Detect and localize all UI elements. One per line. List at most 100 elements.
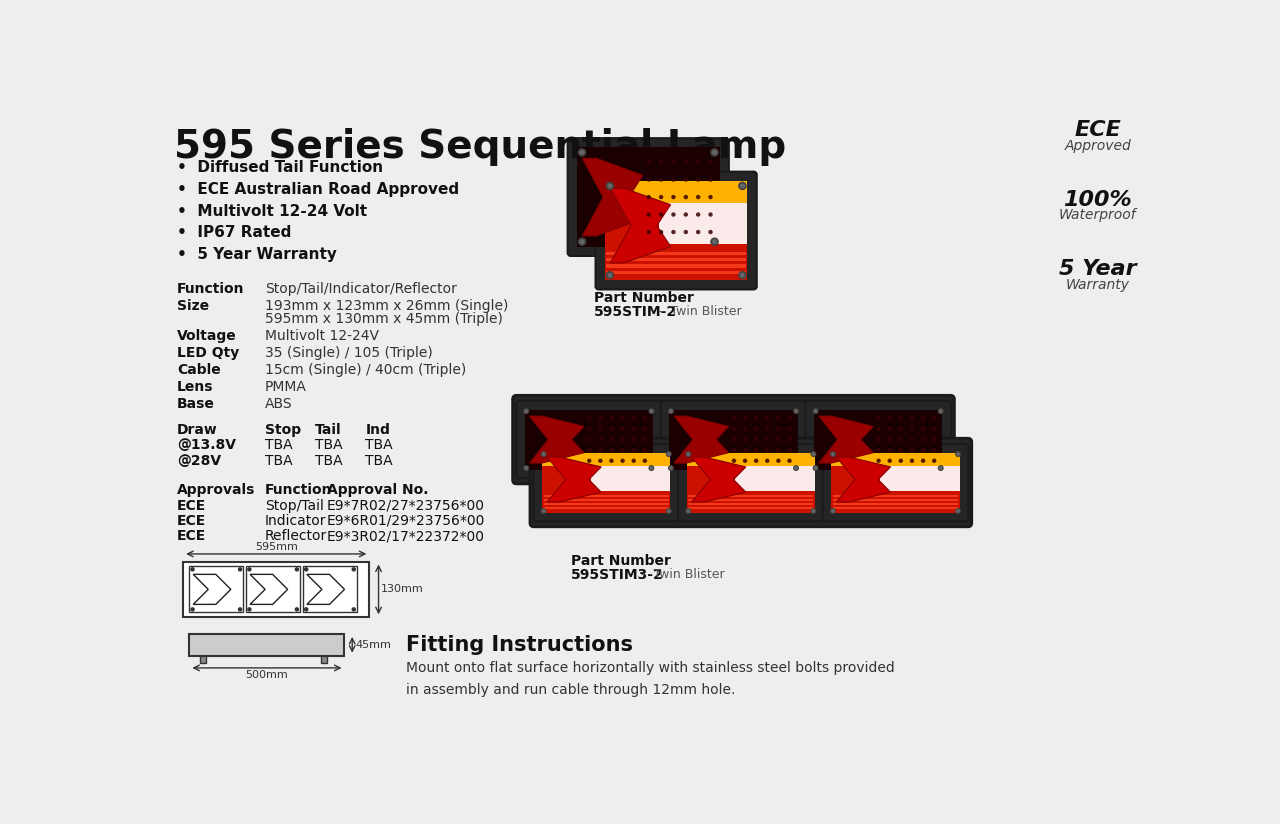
Text: Approvals: Approvals [177, 483, 256, 497]
Circle shape [580, 151, 584, 154]
Circle shape [611, 438, 613, 441]
Circle shape [933, 459, 936, 462]
FancyBboxPatch shape [567, 138, 728, 256]
Bar [541, 452, 671, 466]
Circle shape [668, 409, 673, 414]
Bar [303, 566, 357, 612]
Circle shape [305, 608, 307, 611]
Text: 100%: 100% [1064, 190, 1132, 210]
FancyBboxPatch shape [512, 396, 955, 484]
Text: 130mm: 130mm [381, 584, 424, 594]
FancyBboxPatch shape [678, 444, 824, 522]
Bar [189, 566, 243, 612]
Bar [607, 265, 746, 268]
FancyBboxPatch shape [595, 171, 756, 289]
Circle shape [608, 184, 612, 188]
Text: 595 Series Sequential Lamp: 595 Series Sequential Lamp [174, 129, 786, 166]
Bar [544, 503, 668, 505]
Text: Voltage: Voltage [177, 329, 237, 343]
Circle shape [709, 195, 712, 199]
Circle shape [525, 467, 527, 469]
Circle shape [191, 608, 195, 611]
Bar [833, 495, 959, 497]
Bar [736, 466, 815, 491]
Circle shape [579, 238, 585, 246]
Circle shape [957, 453, 959, 455]
Text: •  IP67 Rated: • IP67 Rated [177, 225, 292, 240]
Circle shape [648, 161, 650, 164]
Circle shape [709, 213, 712, 216]
Circle shape [659, 213, 663, 216]
Circle shape [607, 272, 613, 279]
Circle shape [621, 438, 625, 441]
Text: Mount onto flat surface horizontally with stainless steel bolts provided
in asse: Mount onto flat surface horizontally wit… [407, 661, 895, 696]
Circle shape [765, 428, 769, 431]
Circle shape [685, 161, 687, 164]
Circle shape [938, 409, 943, 414]
Circle shape [580, 240, 584, 244]
Circle shape [755, 448, 758, 452]
Polygon shape [547, 457, 602, 502]
Circle shape [667, 508, 671, 513]
Bar [577, 147, 719, 246]
Text: Function: Function [265, 483, 332, 497]
Circle shape [686, 452, 691, 456]
Circle shape [668, 453, 669, 455]
Circle shape [755, 459, 758, 462]
Bar [686, 452, 815, 513]
Text: 595mm x 130mm x 45mm (Triple): 595mm x 130mm x 45mm (Triple) [265, 312, 503, 326]
Circle shape [788, 438, 791, 441]
Circle shape [687, 453, 690, 455]
Circle shape [588, 428, 591, 431]
Circle shape [888, 417, 891, 420]
Circle shape [588, 417, 591, 420]
Text: Stop/Tail: Stop/Tail [265, 499, 324, 513]
Text: @13.8V: @13.8V [177, 438, 236, 452]
Text: Base: Base [177, 397, 215, 411]
Text: ECE: ECE [177, 529, 206, 543]
Bar [814, 410, 942, 470]
Bar [669, 410, 797, 470]
Text: Indicator: Indicator [265, 514, 326, 528]
Circle shape [813, 453, 814, 455]
Circle shape [739, 182, 746, 190]
Text: TBA: TBA [315, 454, 343, 468]
Bar [607, 270, 746, 274]
Polygon shape [582, 158, 643, 236]
Circle shape [621, 448, 625, 452]
Bar [200, 656, 206, 663]
Circle shape [922, 448, 924, 452]
Text: @28V: @28V [177, 454, 221, 468]
Circle shape [667, 452, 671, 456]
Bar [881, 466, 960, 491]
Text: TBA: TBA [315, 438, 343, 452]
Circle shape [755, 438, 758, 441]
Bar [832, 494, 960, 513]
Circle shape [940, 467, 942, 469]
Text: Waterproof: Waterproof [1059, 208, 1137, 222]
Polygon shape [611, 189, 671, 263]
Circle shape [696, 231, 700, 233]
Circle shape [877, 417, 881, 420]
Circle shape [608, 274, 612, 277]
Bar [689, 503, 814, 505]
Bar [659, 203, 748, 245]
Circle shape [777, 438, 780, 441]
Circle shape [813, 409, 818, 414]
Circle shape [910, 428, 914, 431]
Circle shape [956, 452, 960, 456]
Circle shape [599, 438, 602, 441]
Text: 35 (Single) / 105 (Triple): 35 (Single) / 105 (Triple) [265, 346, 433, 360]
Circle shape [648, 231, 650, 233]
Circle shape [632, 448, 635, 452]
Text: 595STIM-2: 595STIM-2 [594, 305, 677, 319]
Text: 595STIM3-2: 595STIM3-2 [571, 568, 663, 582]
Circle shape [672, 195, 675, 199]
Bar [246, 566, 300, 612]
Circle shape [611, 417, 613, 420]
Circle shape [832, 510, 835, 513]
Circle shape [709, 231, 712, 233]
Circle shape [191, 568, 195, 571]
Circle shape [777, 417, 780, 420]
Circle shape [648, 178, 650, 181]
